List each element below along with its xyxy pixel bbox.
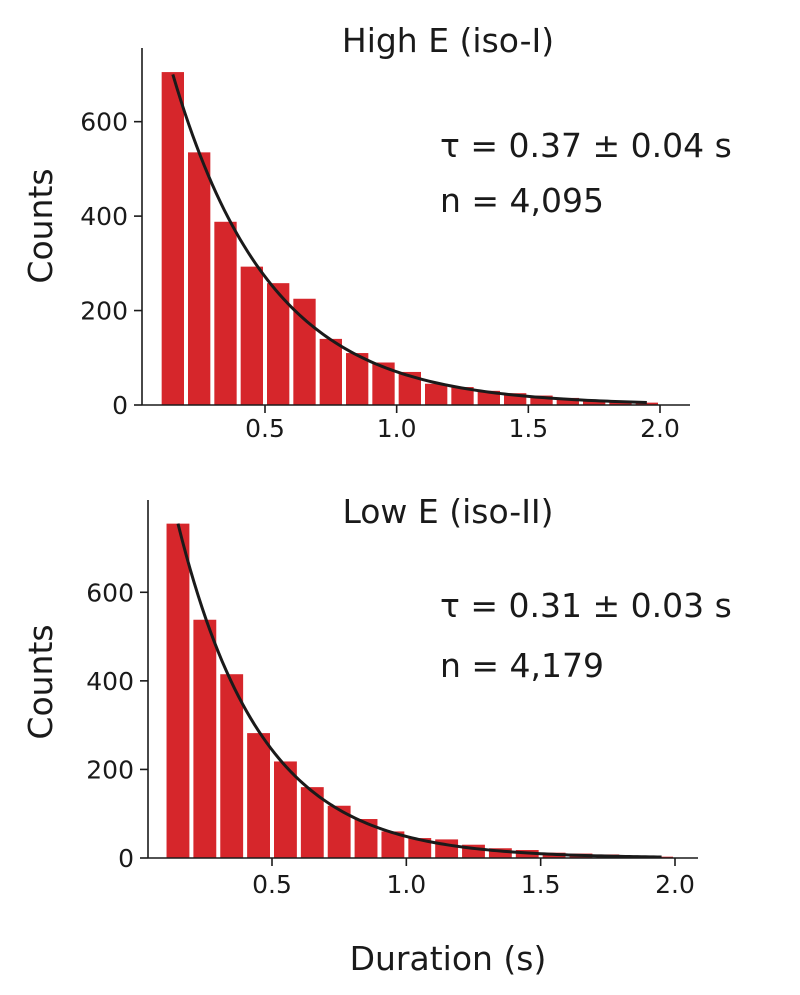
panel-low-e: 0 200 400 600 0.5 1.0 1.5 2.0 Low E (iso-II) Coun…: [21, 492, 732, 899]
histogram-bar: [451, 387, 474, 405]
histogram-bar: [425, 383, 448, 405]
histogram-bar: [293, 298, 316, 405]
x-tick-label: 1.5: [508, 414, 548, 443]
histogram-bar: [398, 371, 421, 405]
histogram-bar: [408, 838, 432, 858]
histogram-bar: [220, 674, 244, 858]
histogram-bar: [267, 283, 290, 405]
y-tick-label: 400: [86, 667, 134, 696]
tau-annotation: τ = 0.37 ± 0.04 s: [440, 126, 732, 165]
fit-curve: [171, 74, 647, 404]
y-tick-label: 0: [112, 391, 128, 420]
histogram-bar: [274, 761, 297, 858]
histogram-bar: [240, 266, 263, 405]
histogram-bar: [346, 353, 369, 405]
n-annotation: n = 4,179: [440, 646, 604, 685]
panel-high-e: 0 200 400 600 0.5 1.0 1.5 2.0 High E (iso-I) Coun…: [21, 21, 732, 443]
y-axis-label: Counts: [21, 168, 60, 283]
histogram-bar: [319, 338, 342, 405]
y-tick-label: 0: [118, 844, 134, 873]
histogram-bar: [300, 787, 324, 858]
histogram-bar: [488, 848, 512, 858]
histogram-bar: [504, 393, 527, 405]
histogram-bar: [354, 819, 378, 858]
histogram-bar: [166, 523, 190, 858]
histogram-bar: [247, 733, 270, 858]
x-tick-label: 0.5: [252, 870, 292, 899]
y-tick-label: 600: [86, 578, 134, 607]
y-tick-label: 200: [80, 297, 128, 326]
x-tick-label: 0.5: [245, 414, 285, 443]
histogram-bar: [635, 402, 658, 405]
histogram-bar: [161, 72, 184, 405]
tau-annotation: τ = 0.31 ± 0.03 s: [440, 586, 732, 625]
x-tick-label: 1.0: [377, 414, 417, 443]
panel-title: High E (iso-I): [342, 21, 554, 60]
y-tick-label: 400: [80, 202, 128, 231]
histogram-bar: [381, 831, 405, 858]
x-tick-label: 1.0: [386, 870, 426, 899]
x-tick-label: 2.0: [655, 870, 695, 899]
histogram-bar: [188, 152, 211, 405]
histogram-bar: [556, 397, 579, 405]
histogram-bar: [214, 221, 237, 405]
histogram-bar: [327, 805, 351, 858]
histogram-bar: [477, 390, 500, 405]
histogram-bar: [372, 362, 395, 405]
histogram-bar: [530, 395, 553, 405]
x-axis-label: Duration (s): [350, 939, 547, 978]
panel-title: Low E (iso-II): [342, 492, 553, 531]
fit-curve: [176, 523, 662, 859]
n-annotation: n = 4,095: [440, 181, 604, 220]
x-tick-label: 2.0: [640, 414, 680, 443]
y-tick-label: 600: [80, 108, 128, 137]
y-axis-label: Counts: [21, 624, 60, 739]
y-tick-label: 200: [86, 755, 134, 784]
histogram-bar: [193, 619, 217, 858]
x-tick-label: 1.5: [521, 870, 561, 899]
histogram-bar: [583, 400, 606, 405]
